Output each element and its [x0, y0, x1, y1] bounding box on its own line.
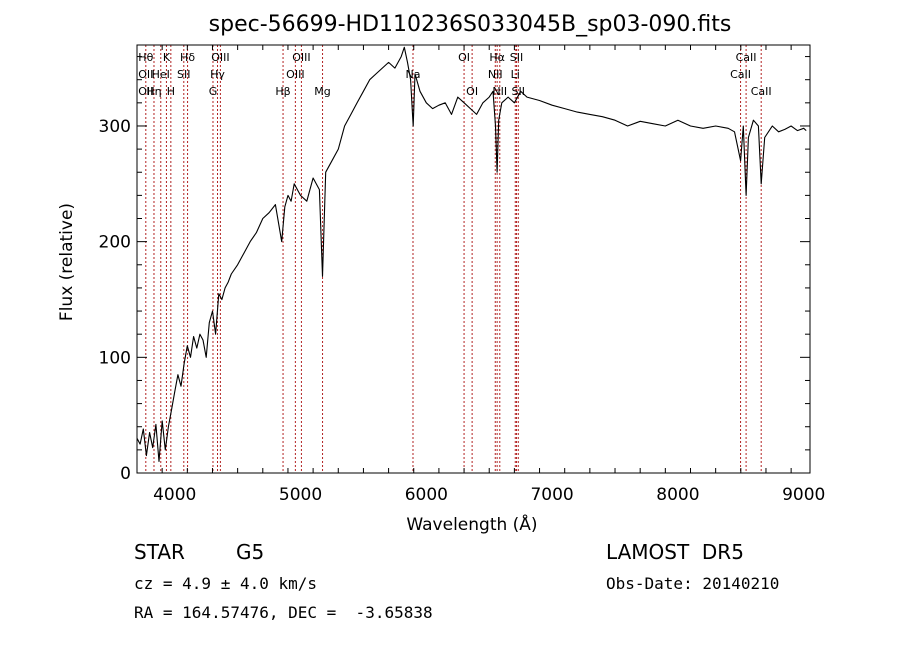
line-label: Na [406, 68, 421, 81]
x-tick-label: 4000 [153, 485, 196, 505]
object-class: STAR [134, 540, 185, 564]
line-label: NII [492, 85, 507, 98]
survey-name: LAMOST DR5 [606, 540, 744, 564]
line-label: CaII [736, 51, 757, 64]
line-label: Hβ [275, 85, 290, 98]
redshift-line: cz = 4.9 ± 4.0 km/s [134, 574, 318, 593]
spectral-line-markers [145, 45, 762, 473]
x-tick-label: 9000 [782, 485, 825, 505]
y-tick-label: 200 [99, 233, 131, 253]
line-label: OI [466, 85, 478, 98]
x-tick-label: 5000 [279, 485, 322, 505]
line-label: Li [511, 68, 520, 81]
line-label: Hα [489, 51, 505, 64]
spectral-line-labels: HθOIIOIIHηHeIKHSIIHδGHγOIIIHβOIIIOIIIMgN… [138, 51, 771, 98]
y-axis: 0 100 200 300 [99, 56, 810, 484]
line-label: H [167, 85, 175, 98]
y-tick-label: 300 [99, 117, 131, 137]
x-tick-label: 8000 [656, 485, 699, 505]
chart-title: spec-56699-HD110236S033045B_sp03-090.fit… [209, 12, 732, 37]
plot-frame [136, 44, 811, 474]
observation-date: Obs-Date: 20140210 [606, 574, 780, 593]
x-axis-label: Wavelength (Å) [406, 513, 537, 535]
line-label: CaII [730, 68, 751, 81]
line-label: Hη [146, 85, 161, 98]
line-label: Hγ [210, 68, 225, 81]
line-label: OII [138, 68, 153, 81]
line-label: OII [138, 85, 153, 98]
line-label: NII [488, 68, 503, 81]
line-label: CaII [751, 85, 772, 98]
line-label: SII [177, 68, 190, 81]
line-label: HeI [152, 68, 170, 81]
x-axis: 4000 5000 6000 7000 8000 9000 [136, 45, 825, 505]
coordinates: RA = 164.57476, DEC = -3.65838 [134, 603, 433, 622]
line-label: SII [510, 51, 523, 64]
x-tick-label: 6000 [405, 485, 448, 505]
line-label: OI [458, 51, 470, 64]
line-label: G [209, 85, 218, 98]
spectrum-line [136, 46, 807, 462]
line-label: K [163, 51, 171, 64]
line-label: Hθ [138, 51, 153, 64]
line-label: Mg [314, 85, 330, 98]
line-label: OIII [292, 51, 310, 64]
object-subclass: G5 [236, 540, 265, 564]
y-axis-label: Flux (relative) [57, 203, 77, 321]
line-label: SII [512, 85, 525, 98]
y-tick-label: 0 [120, 464, 131, 484]
line-label: OIII [286, 68, 304, 81]
x-tick-label: 7000 [530, 485, 573, 505]
line-label: OIII [211, 51, 229, 64]
line-label: Hδ [180, 51, 195, 64]
y-tick-label: 100 [99, 348, 131, 368]
